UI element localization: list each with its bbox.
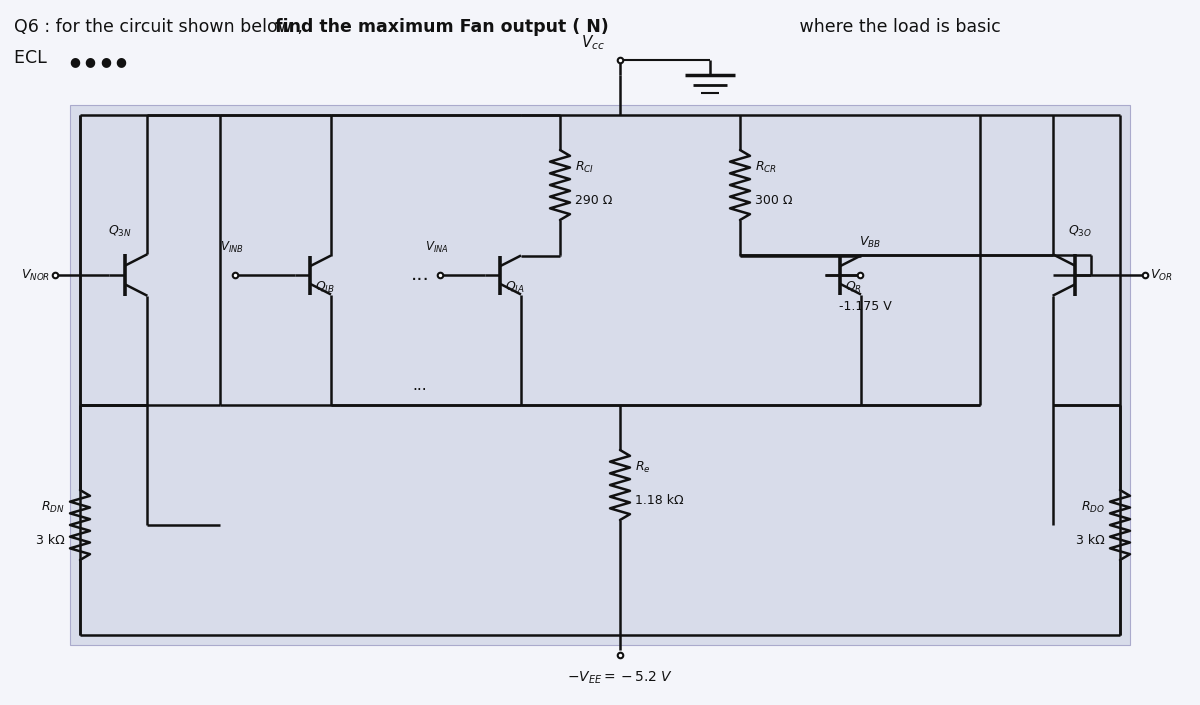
Text: $R_{CI}$: $R_{CI}$: [575, 159, 594, 175]
Text: -1.175 V: -1.175 V: [839, 300, 892, 313]
Text: $V_{cc}$: $V_{cc}$: [581, 34, 605, 52]
Text: $Q_{3N}$: $Q_{3N}$: [108, 224, 132, 239]
Text: where the load is basic: where the load is basic: [794, 18, 1001, 36]
Text: ●: ●: [84, 56, 96, 68]
Text: 3 kΩ: 3 kΩ: [36, 534, 65, 546]
Text: $Q_R$: $Q_R$: [845, 280, 862, 295]
Text: $V_{INB}$: $V_{INB}$: [220, 240, 244, 255]
Text: $-V_{EE} = -5.2\ V$: $-V_{EE} = -5.2\ V$: [568, 670, 673, 687]
FancyBboxPatch shape: [70, 105, 1130, 645]
Text: $R_{CR}$: $R_{CR}$: [755, 159, 778, 175]
Text: $V_{NOR}$: $V_{NOR}$: [20, 267, 50, 283]
Text: $Q_{3O}$: $Q_{3O}$: [1068, 224, 1092, 239]
Text: 3 kΩ: 3 kΩ: [1076, 534, 1105, 546]
Text: $R_{DO}$: $R_{DO}$: [1081, 499, 1105, 515]
Text: $V_{OR}$: $V_{OR}$: [1150, 267, 1172, 283]
Text: 1.18 kΩ: 1.18 kΩ: [635, 493, 684, 506]
Text: $V_{INA}$: $V_{INA}$: [425, 240, 449, 255]
Text: $R_{DN}$: $R_{DN}$: [41, 499, 65, 515]
Text: ...: ...: [410, 266, 430, 285]
Text: 290 Ω: 290 Ω: [575, 193, 612, 207]
Text: ●: ●: [115, 56, 127, 68]
Text: ●: ●: [68, 56, 80, 68]
Text: $Q_{IA}$: $Q_{IA}$: [505, 280, 524, 295]
Text: $Q_{IB}$: $Q_{IB}$: [314, 280, 335, 295]
Text: ●: ●: [100, 56, 112, 68]
Text: ...: ...: [413, 377, 427, 393]
Text: 300 Ω: 300 Ω: [755, 193, 792, 207]
Text: $R_e$: $R_e$: [635, 460, 650, 474]
Text: $V_{BB}$: $V_{BB}$: [859, 235, 881, 250]
Text: find the maximum Fan output ( N): find the maximum Fan output ( N): [275, 18, 608, 36]
Text: ECL: ECL: [14, 49, 53, 68]
Text: Q6 : for the circuit shown below ,: Q6 : for the circuit shown below ,: [14, 18, 308, 36]
